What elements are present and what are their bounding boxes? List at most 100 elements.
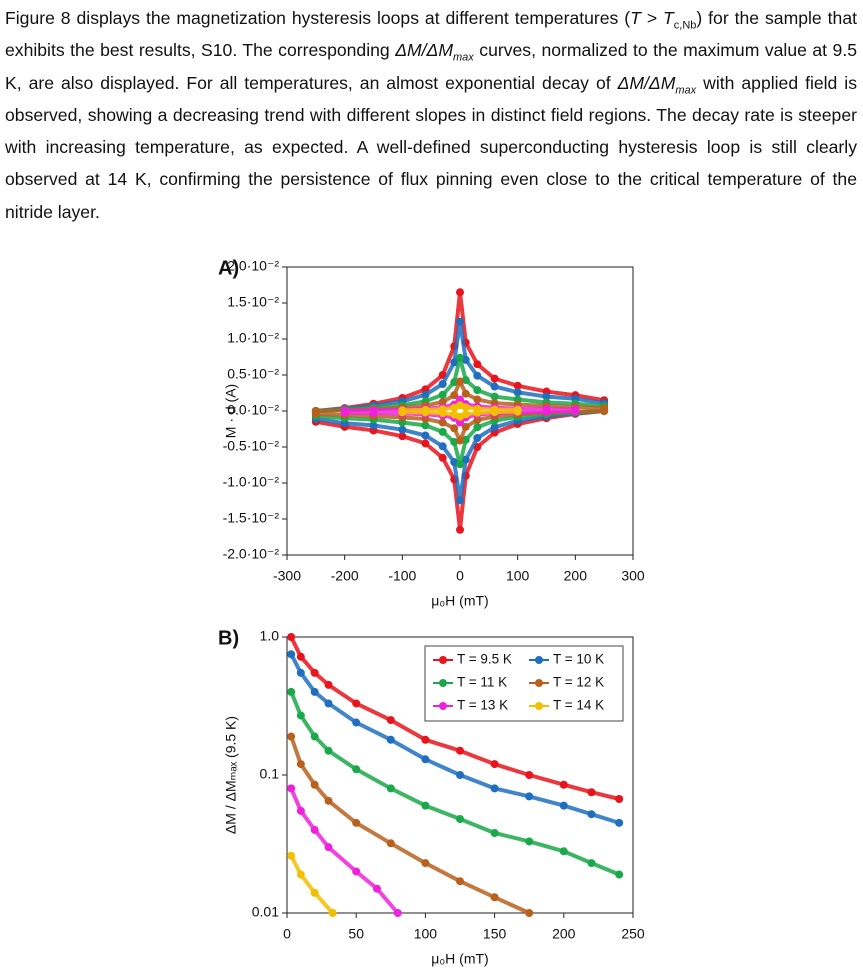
data-point	[311, 409, 320, 418]
data-point	[421, 431, 430, 440]
y-tick-label: 2.0·10⁻²	[227, 258, 279, 274]
legend-marker	[535, 702, 543, 710]
data-point	[525, 792, 534, 801]
data-point	[456, 317, 464, 326]
data-point	[587, 859, 596, 868]
y-tick-label: 1.0·10⁻²	[227, 330, 279, 346]
data-point	[559, 847, 568, 856]
data-point	[513, 388, 522, 397]
legend-label: T = 12 K	[553, 675, 604, 690]
data-point	[352, 765, 361, 774]
x-tick-label: 200	[552, 926, 576, 942]
data-point	[490, 392, 499, 401]
data-point	[296, 760, 305, 769]
data-point	[461, 403, 470, 412]
data-point	[473, 408, 482, 417]
data-point	[324, 680, 333, 689]
data-point	[473, 423, 482, 432]
data-point	[386, 784, 395, 793]
panel-label: B)	[218, 627, 239, 649]
data-point	[473, 434, 482, 442]
data-point	[438, 418, 447, 427]
text-run: c,Nb	[673, 19, 697, 32]
data-point	[525, 909, 534, 917]
legend-label: T = 11 K	[457, 675, 507, 690]
paragraph: Figure 8 displays the magnetization hyst…	[5, 2, 857, 228]
data-point	[369, 408, 378, 417]
data-point	[296, 711, 305, 720]
legend-label: T = 13 K	[457, 698, 508, 713]
data-point	[372, 884, 381, 893]
data-point	[456, 746, 464, 755]
data-point	[324, 746, 333, 755]
data-point	[456, 288, 464, 297]
data-point	[340, 408, 349, 417]
data-point	[287, 633, 296, 641]
text-run: >	[640, 8, 664, 28]
legend-marker	[439, 679, 447, 687]
data-point	[287, 784, 296, 793]
data-point	[450, 391, 459, 400]
legend-marker	[439, 702, 447, 710]
data-point	[490, 784, 499, 793]
text-run: curves, normalized to the maximum value …	[5, 40, 858, 93]
chart: 0 50 100 150 200 250 0.01 0.1 1.0 μ₀H (mT) ΔM / ΔM…	[218, 627, 645, 966]
data-point	[456, 814, 464, 823]
data-point	[587, 810, 596, 819]
data-point	[296, 668, 305, 677]
data-point	[369, 421, 378, 430]
text-run: max	[453, 51, 474, 64]
data-point	[473, 386, 482, 395]
data-point	[398, 432, 407, 441]
data-point	[600, 407, 609, 415]
data-point	[513, 407, 522, 416]
x-tick-label: 250	[621, 926, 645, 942]
y-tick-label: -0.5·10⁻²	[223, 438, 280, 454]
data-point	[438, 427, 447, 436]
text-run: T	[663, 8, 674, 28]
data-point	[559, 780, 568, 789]
data-point	[421, 408, 430, 417]
data-point	[615, 818, 624, 827]
legend-label: T = 14 K	[553, 698, 604, 713]
legend-marker	[535, 656, 543, 664]
chart: -300 -200 -100 0 100 200 300 -2.0·10⁻² -1.5·10⁻²…	[218, 257, 645, 608]
data-point	[587, 788, 596, 797]
data-point	[542, 392, 551, 401]
data-point	[450, 358, 459, 367]
text-run: Figure 8 displays the magnetization hyst…	[5, 8, 631, 28]
series-line	[289, 735, 531, 915]
y-tick-label: 1.5·10⁻²	[227, 294, 279, 310]
y-tick-label: 0.0·10⁻²	[227, 402, 279, 418]
data-point	[287, 687, 296, 696]
data-point	[456, 418, 464, 427]
data-point	[421, 801, 430, 810]
data-point	[525, 771, 534, 779]
x-tick-label: 200	[564, 568, 588, 584]
x-tick-label: 0	[456, 568, 464, 584]
data-point	[456, 436, 464, 445]
data-point	[461, 455, 470, 464]
data-point	[386, 735, 395, 744]
data-point	[490, 893, 499, 902]
data-point	[473, 360, 482, 369]
data-point	[421, 859, 430, 868]
data-point	[421, 421, 430, 430]
data-point	[324, 796, 333, 805]
series-line	[289, 787, 400, 915]
x-tick-label: -300	[273, 568, 301, 584]
data-point	[438, 453, 447, 462]
data-point	[461, 389, 470, 398]
data-point	[287, 650, 296, 659]
data-point	[615, 795, 624, 804]
data-point	[352, 718, 361, 727]
text-run: ΔM/ΔM	[617, 72, 676, 93]
data-point	[615, 870, 624, 879]
data-point	[438, 380, 447, 388]
data-point	[456, 496, 464, 505]
data-point	[421, 735, 430, 744]
x-tick-label: 300	[621, 568, 645, 584]
x-tick-label: -100	[388, 568, 416, 584]
data-point	[525, 837, 534, 846]
